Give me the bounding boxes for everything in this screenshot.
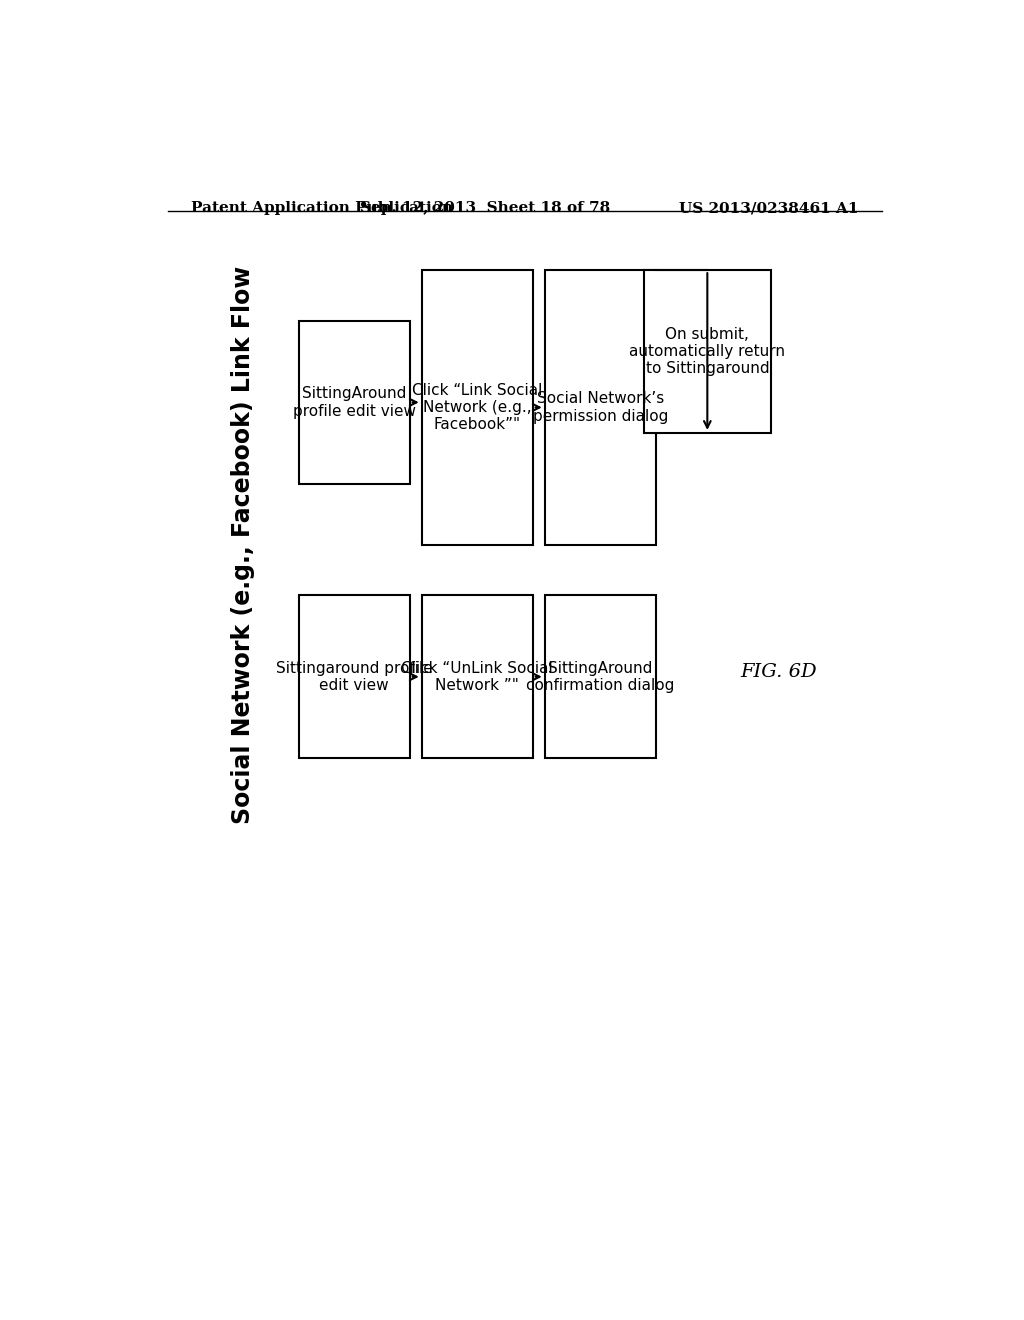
Text: Social Network’s
permission dialog: Social Network’s permission dialog — [532, 391, 668, 424]
Text: Sep. 12, 2013  Sheet 18 of 78: Sep. 12, 2013 Sheet 18 of 78 — [360, 201, 610, 215]
Text: Click “Link Social
Network (e.g.,
Facebook”": Click “Link Social Network (e.g., Facebo… — [412, 383, 543, 433]
FancyBboxPatch shape — [299, 595, 410, 758]
Text: Click “UnLink Social
Network ”": Click “UnLink Social Network ”" — [401, 660, 553, 693]
FancyBboxPatch shape — [422, 595, 532, 758]
FancyBboxPatch shape — [299, 321, 410, 483]
Text: On submit,
automatically return
to Sittingaround: On submit, automatically return to Sitti… — [630, 326, 785, 376]
Text: Patent Application Publication: Patent Application Publication — [191, 201, 454, 215]
FancyBboxPatch shape — [422, 271, 532, 545]
Text: SittingAround
profile edit view: SittingAround profile edit view — [293, 387, 416, 418]
FancyBboxPatch shape — [545, 595, 655, 758]
FancyBboxPatch shape — [545, 271, 655, 545]
FancyBboxPatch shape — [644, 271, 771, 433]
Text: FIG. 6D: FIG. 6D — [740, 663, 817, 681]
Text: US 2013/0238461 A1: US 2013/0238461 A1 — [679, 201, 858, 215]
Text: Sittingaround profile
edit view: Sittingaround profile edit view — [275, 660, 432, 693]
Text: SittingAround
confirmation dialog: SittingAround confirmation dialog — [526, 660, 675, 693]
Text: Social Network (e.g., Facebook) Link Flow: Social Network (e.g., Facebook) Link Flo… — [231, 265, 255, 824]
